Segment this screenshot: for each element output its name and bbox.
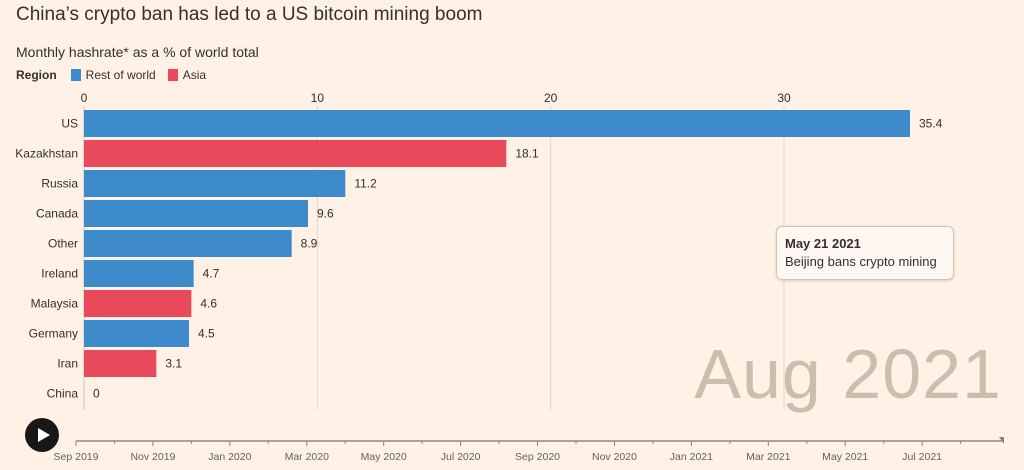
bar-russia: [84, 170, 346, 197]
bar-us: [84, 110, 910, 137]
timeline-handle: [999, 437, 1004, 444]
category-label: Kazakhstan: [15, 147, 78, 161]
annotation-text: Beijing bans crypto mining: [785, 254, 937, 269]
bar-kazakhstan: [84, 140, 507, 167]
current-date-watermark: Aug 2021: [694, 335, 1002, 413]
category-label: Germany: [29, 327, 78, 341]
data-label: 4.7: [203, 267, 220, 281]
legend-label: Rest of world: [85, 68, 156, 82]
x-tick-label: 30: [777, 91, 791, 105]
legend-swatch-rest-of-world: [70, 69, 81, 81]
timeline-label: Jul 2021: [902, 451, 942, 463]
timeline-label: Sep 2019: [54, 451, 99, 463]
timeline-label: Sep 2020: [515, 451, 560, 463]
bar-canada: [84, 200, 308, 227]
timeline-label: Jan 2021: [670, 451, 713, 463]
category-label: Malaysia: [31, 297, 79, 311]
annotation-date: May 21 2021: [785, 236, 861, 251]
legend-label: Asia: [182, 68, 207, 82]
timeline-label: Nov 2020: [592, 451, 637, 463]
legend-swatch-asia: [167, 69, 178, 81]
timeline-label: May 2020: [361, 451, 407, 463]
category-label: Ireland: [41, 267, 78, 281]
event-annotation: May 21 2021 Beijing bans crypto mining: [776, 226, 954, 280]
x-tick-label: 20: [544, 91, 558, 105]
x-tick-label: 0: [81, 91, 88, 105]
legend-item-rest-of-world[interactable]: Rest of world: [70, 68, 156, 82]
data-label: 4.6: [200, 297, 217, 311]
timeline-label: May 2021: [822, 451, 868, 463]
data-label: 3.1: [165, 357, 182, 371]
category-label: Russia: [41, 177, 78, 191]
bar-malaysia: [84, 290, 192, 317]
bar-germany: [84, 320, 189, 347]
category-label: US: [61, 117, 78, 131]
bar-iran: [84, 350, 157, 377]
timeline-label: Mar 2021: [746, 451, 791, 463]
bar-other: [84, 230, 292, 257]
data-label: 9.6: [317, 207, 334, 221]
data-label: 11.2: [354, 177, 377, 191]
category-label: China: [47, 387, 79, 401]
timeline-label: Nov 2019: [130, 451, 175, 463]
category-label: Other: [48, 237, 78, 251]
timeline-label: Jul 2020: [441, 451, 481, 463]
legend-item-asia[interactable]: Asia: [167, 68, 207, 82]
play-icon: [38, 428, 50, 442]
data-label: 8.9: [301, 237, 318, 251]
data-label: 18.1: [515, 147, 539, 161]
data-label: 4.5: [198, 327, 215, 341]
bar-ireland: [84, 260, 194, 287]
play-button[interactable]: [25, 418, 59, 452]
category-label: Canada: [36, 207, 78, 221]
data-label: 0: [93, 387, 100, 401]
timeline-label: Jan 2020: [208, 451, 251, 463]
chart-subtitle: Monthly hashrate* as a % of world total: [16, 44, 259, 60]
chart-title: China’s crypto ban has led to a US bitco…: [16, 4, 483, 25]
legend: Region Rest of world Asia: [16, 68, 218, 82]
x-tick-label: 10: [311, 91, 325, 105]
data-label: 35.4: [919, 117, 943, 131]
legend-title: Region: [16, 68, 57, 82]
category-label: Iran: [57, 357, 78, 371]
timeline-label: Mar 2020: [285, 451, 330, 463]
